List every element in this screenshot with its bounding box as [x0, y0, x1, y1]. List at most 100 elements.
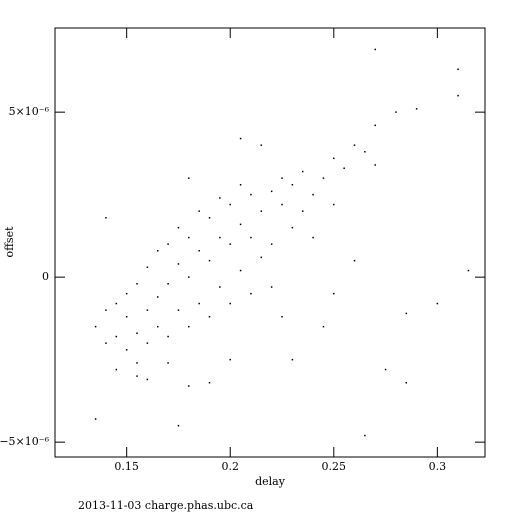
point	[167, 335, 169, 338]
point	[239, 137, 242, 140]
point	[281, 316, 283, 318]
point	[239, 184, 242, 186]
x-axis-label: delay	[255, 475, 286, 488]
point	[136, 362, 138, 364]
point	[364, 151, 366, 153]
point	[333, 292, 335, 295]
point	[301, 170, 304, 173]
y-tick-label: 5×10⁻⁶	[9, 105, 50, 118]
point	[291, 226, 294, 229]
plot-frame	[54, 27, 486, 458]
point	[125, 349, 128, 351]
point	[219, 197, 221, 199]
point	[167, 362, 169, 364]
point	[291, 358, 294, 361]
point	[146, 266, 149, 268]
point	[374, 48, 376, 51]
point	[260, 210, 263, 212]
point	[115, 302, 118, 305]
point	[436, 302, 439, 305]
point	[188, 177, 190, 179]
point	[364, 434, 366, 437]
point	[343, 167, 345, 169]
x-tick-label: 0.25	[322, 460, 347, 473]
point	[250, 236, 252, 239]
point	[374, 124, 376, 127]
x-tick-label: 0.3	[429, 460, 447, 473]
y-tick-label: 0	[42, 270, 49, 283]
point	[457, 94, 459, 97]
point	[333, 203, 335, 206]
point	[250, 193, 252, 196]
point	[188, 385, 190, 387]
point	[136, 283, 138, 285]
point	[208, 382, 211, 384]
point	[467, 269, 470, 272]
point	[146, 378, 149, 381]
point	[167, 243, 169, 245]
point	[167, 283, 169, 285]
point	[229, 203, 231, 206]
point	[322, 325, 325, 328]
point	[384, 368, 387, 371]
point	[136, 332, 138, 334]
point	[312, 236, 314, 239]
point	[198, 250, 200, 252]
point	[301, 210, 304, 212]
point	[415, 108, 418, 110]
point	[239, 223, 242, 226]
point	[125, 316, 128, 318]
point	[395, 111, 397, 113]
point	[136, 375, 138, 377]
point	[260, 144, 263, 146]
point	[250, 292, 252, 295]
point	[281, 177, 283, 179]
point	[156, 250, 159, 252]
point	[177, 424, 180, 427]
point	[239, 269, 242, 272]
point	[229, 302, 231, 305]
point	[405, 312, 408, 315]
point	[208, 217, 211, 219]
point	[219, 286, 221, 288]
x-tick-label: 0.15	[114, 460, 139, 473]
point	[188, 236, 190, 239]
point	[177, 226, 180, 229]
point	[177, 263, 180, 265]
point	[188, 325, 190, 328]
point	[405, 382, 408, 384]
point	[353, 259, 356, 262]
point	[270, 243, 273, 245]
y-tick-label: −5×10⁻⁶	[0, 435, 50, 448]
point	[177, 309, 180, 311]
point	[219, 236, 221, 239]
point	[105, 309, 107, 311]
point	[260, 256, 263, 259]
point	[333, 157, 335, 160]
point	[312, 193, 314, 196]
point	[146, 342, 149, 344]
point	[94, 325, 97, 328]
point	[322, 177, 325, 179]
point	[156, 325, 159, 328]
point	[156, 296, 159, 298]
point	[94, 418, 97, 420]
point	[229, 243, 231, 245]
point	[270, 286, 273, 288]
point	[353, 144, 356, 146]
point	[146, 309, 149, 311]
point	[229, 358, 231, 361]
point	[198, 210, 200, 212]
point	[208, 259, 211, 262]
point	[291, 184, 294, 186]
point	[270, 190, 273, 193]
point	[457, 68, 459, 70]
y-axis-label: offset	[3, 226, 16, 258]
point	[374, 164, 376, 166]
footer: 2013-11-03 charge.phas.ubc.ca	[78, 499, 254, 512]
point	[125, 292, 128, 295]
point	[115, 335, 118, 338]
point	[115, 368, 118, 371]
point	[105, 217, 107, 219]
